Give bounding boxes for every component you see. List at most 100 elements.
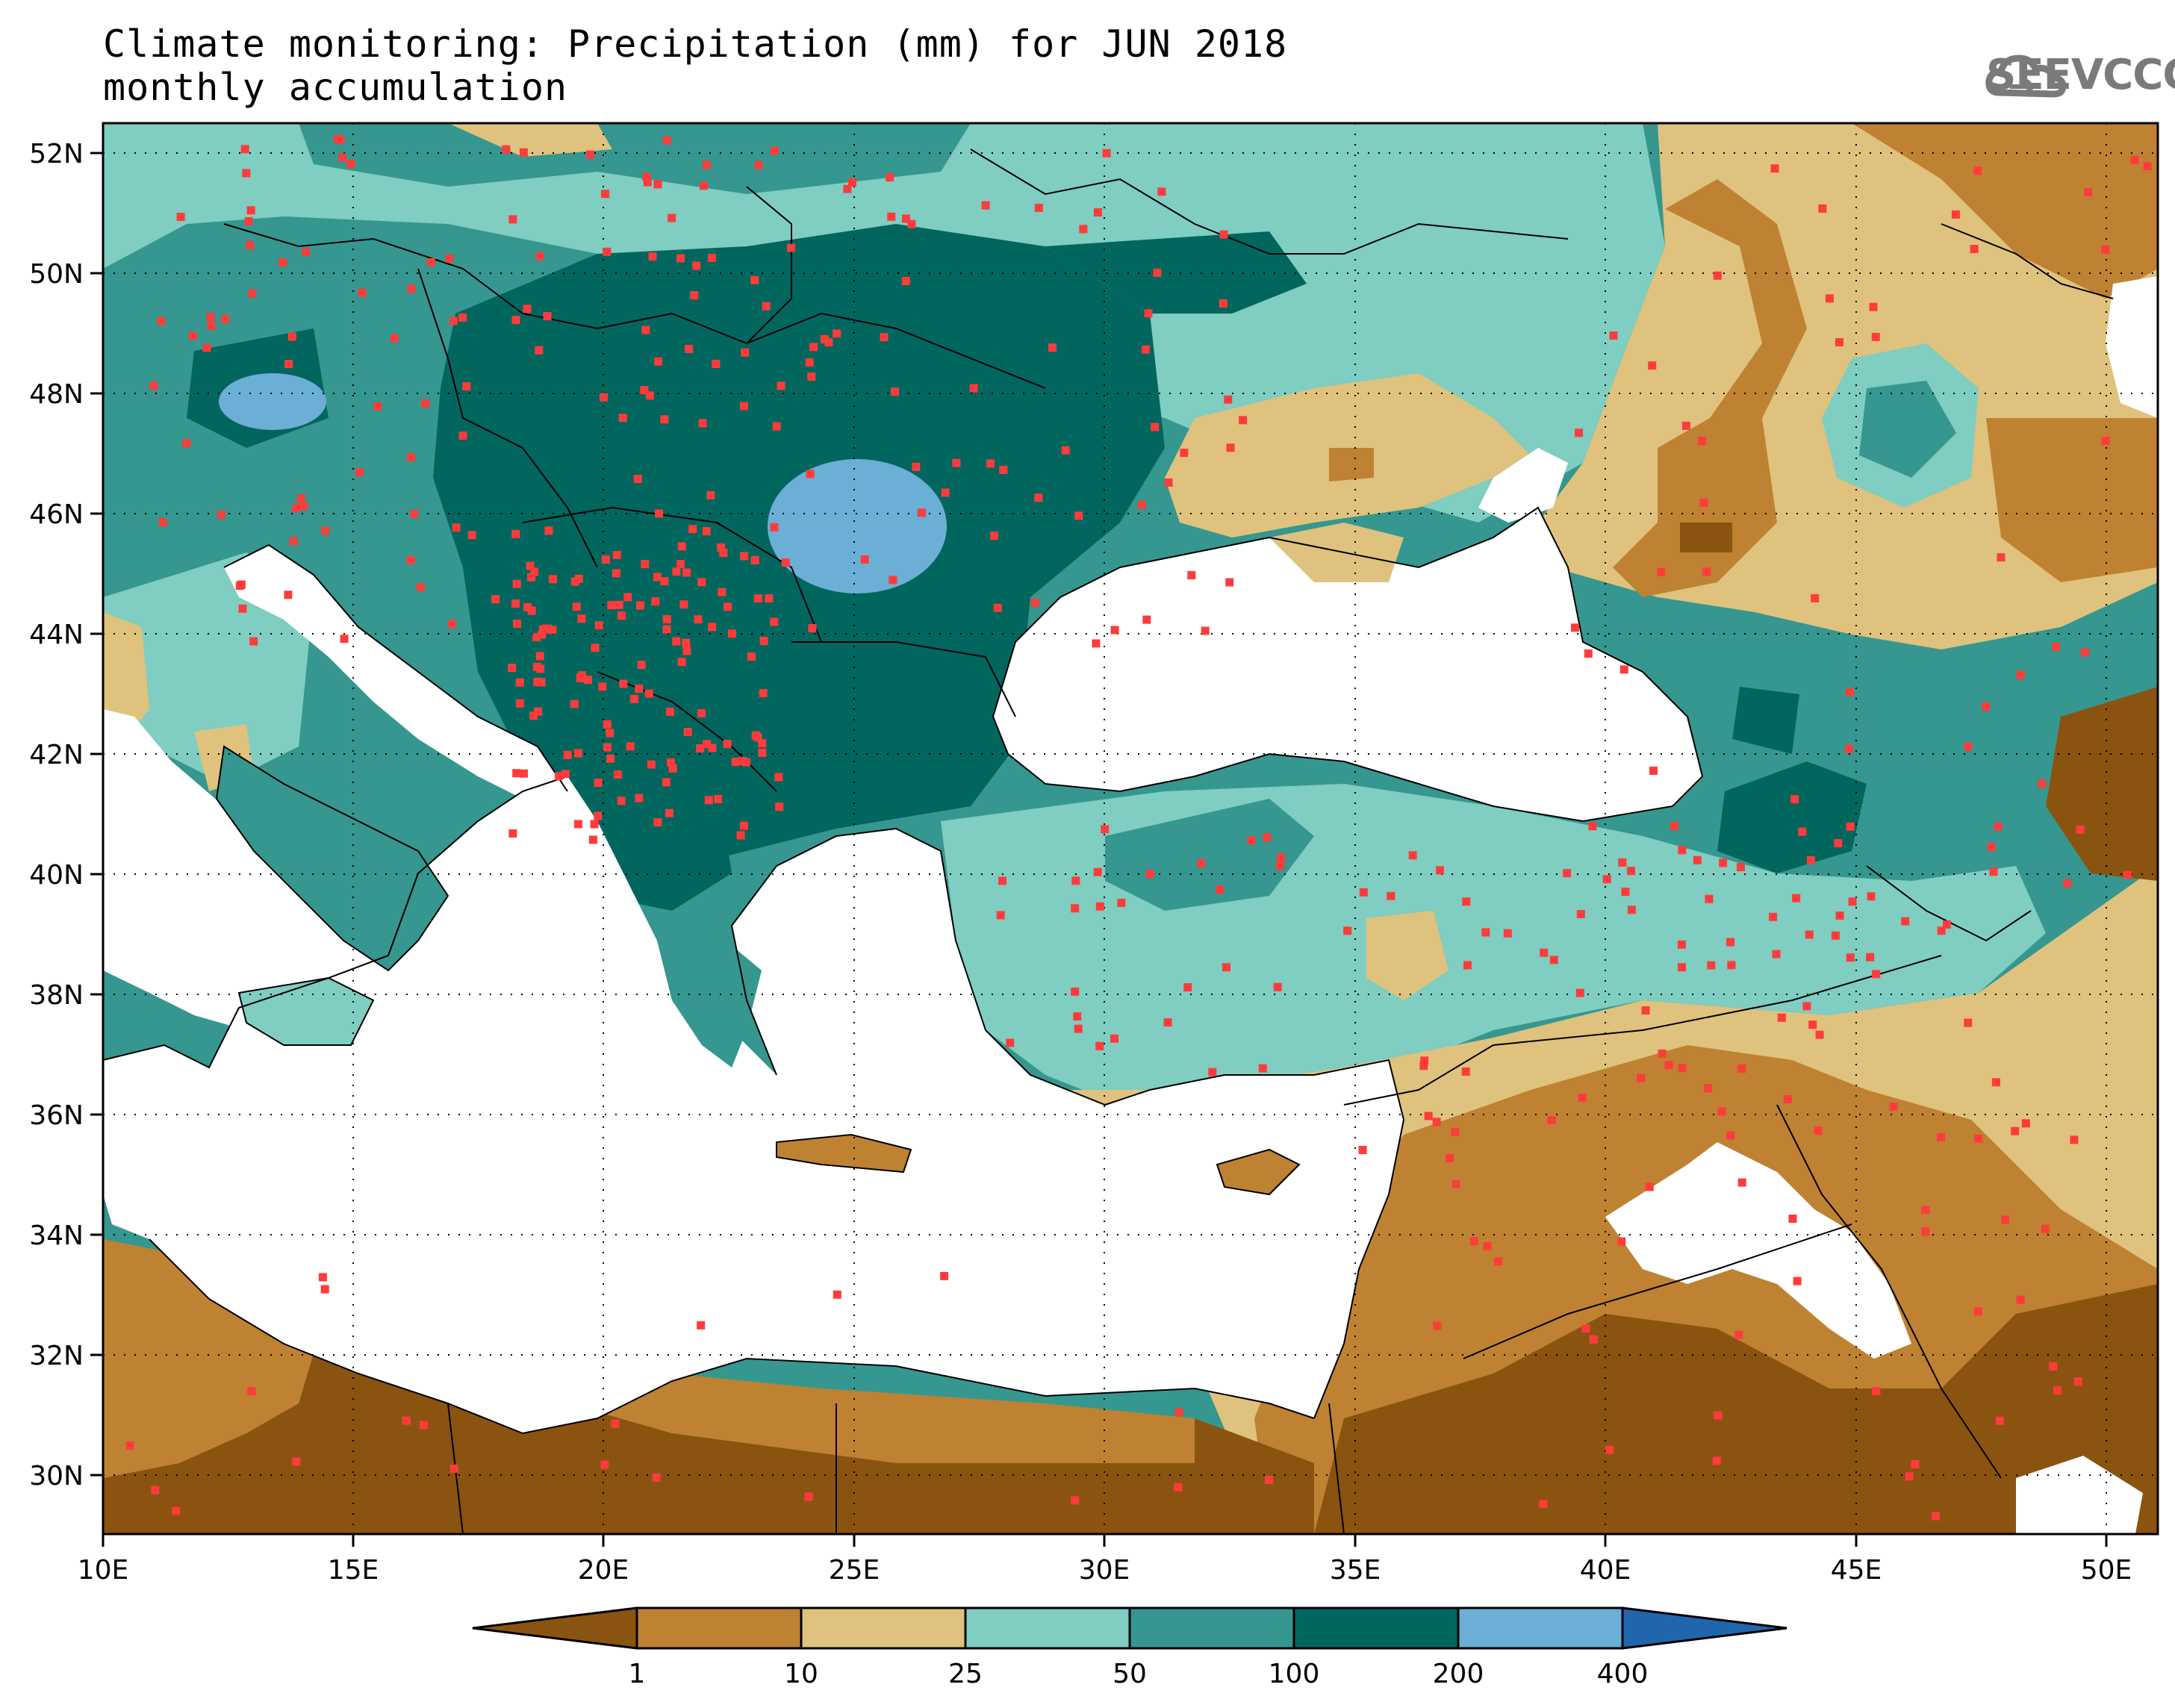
station-marker — [1539, 1499, 1548, 1508]
station-marker — [677, 542, 686, 551]
station-marker — [1030, 599, 1039, 608]
station-marker — [591, 643, 600, 652]
station-marker — [1424, 1112, 1433, 1121]
station-marker — [714, 794, 723, 803]
station-marker — [759, 689, 768, 698]
station-marker — [1101, 825, 1110, 834]
station-marker — [1219, 299, 1227, 308]
station-marker — [1802, 1002, 1811, 1011]
station-marker — [336, 136, 345, 145]
station-marker — [637, 661, 646, 670]
station-marker — [1589, 1335, 1598, 1344]
station-marker — [1265, 1475, 1274, 1484]
station-marker — [683, 728, 692, 737]
station-marker — [741, 348, 750, 357]
station-marker — [515, 699, 524, 708]
station-marker — [1247, 836, 1256, 845]
station-marker — [320, 1285, 329, 1294]
station-marker — [1183, 983, 1192, 992]
coastlines — [103, 506, 1704, 1435]
station-marker — [758, 748, 767, 757]
station-marker — [508, 829, 517, 838]
station-marker — [603, 247, 612, 256]
station-marker — [698, 419, 707, 428]
station-marker — [513, 620, 522, 629]
station-marker — [426, 258, 435, 267]
station-marker — [1871, 332, 1880, 341]
station-marker — [1093, 208, 1102, 217]
station-marker — [373, 402, 382, 411]
station-marker — [999, 465, 1008, 474]
station-marker — [458, 313, 467, 322]
station-marker — [600, 1460, 609, 1469]
station-marker — [419, 1421, 428, 1430]
station-marker — [806, 470, 815, 479]
station-marker — [723, 740, 732, 749]
station-marker — [1481, 928, 1490, 937]
station-marker — [1095, 902, 1104, 911]
station-marker — [529, 711, 538, 720]
station-marker — [1006, 1038, 1015, 1047]
colorbar-label: 1 — [629, 1659, 646, 1689]
station-marker — [676, 560, 685, 569]
station-marker — [1670, 822, 1678, 831]
station-marker — [860, 555, 869, 564]
station-marker — [1734, 1330, 1743, 1339]
lat-label: 30N — [29, 1461, 84, 1492]
station-marker — [643, 178, 652, 187]
station-marker — [738, 756, 747, 765]
station-marker — [1714, 1411, 1723, 1420]
station-marker — [1239, 416, 1248, 425]
lon-label: 45E — [1831, 1555, 1882, 1586]
station-marker — [2001, 1215, 2010, 1224]
station-marker — [619, 679, 628, 688]
station-marker — [512, 769, 521, 778]
station-marker — [1736, 863, 1745, 872]
station-marker — [805, 358, 814, 367]
station-marker — [719, 549, 728, 558]
station-marker — [491, 595, 500, 604]
station-marker — [996, 911, 1005, 920]
station-marker — [1911, 1460, 1920, 1469]
station-marker — [1788, 1215, 1797, 1224]
station-marker — [358, 288, 367, 297]
station-marker — [1048, 343, 1057, 352]
station-marker — [248, 289, 257, 298]
station-marker — [1157, 187, 1166, 196]
station-marker — [775, 802, 784, 811]
station-marker — [1034, 493, 1043, 502]
station-marker — [523, 305, 532, 314]
station-marker — [607, 601, 616, 610]
station-marker — [1609, 331, 1618, 340]
station-marker — [338, 153, 347, 162]
station-marker — [740, 552, 749, 561]
station-marker — [886, 173, 894, 182]
station-marker — [1845, 744, 1854, 753]
station-marker — [445, 254, 454, 263]
station-marker — [623, 593, 632, 602]
station-marker — [690, 291, 699, 300]
station-marker — [416, 583, 425, 592]
station-marker — [679, 600, 688, 609]
station-marker — [2123, 870, 2132, 879]
station-marker — [1678, 846, 1687, 855]
station-marker — [704, 796, 713, 805]
station-marker — [770, 617, 779, 626]
station-marker — [685, 344, 694, 353]
station-marker — [1707, 961, 1716, 970]
station-marker — [765, 594, 774, 603]
station-marker — [1798, 827, 1807, 836]
station-marker — [660, 577, 669, 586]
station-marker — [594, 779, 603, 788]
station-marker — [1549, 956, 1558, 964]
lon-label: 15E — [328, 1555, 379, 1586]
station-marker — [1815, 1030, 1824, 1039]
sicily — [239, 978, 373, 1045]
station-marker — [706, 490, 715, 499]
station-marker — [1626, 867, 1635, 876]
station-marker — [1503, 929, 1512, 938]
station-marker — [1263, 833, 1272, 842]
station-marker — [467, 531, 476, 540]
station-marker — [754, 160, 763, 169]
station-marker — [1921, 1206, 1930, 1215]
